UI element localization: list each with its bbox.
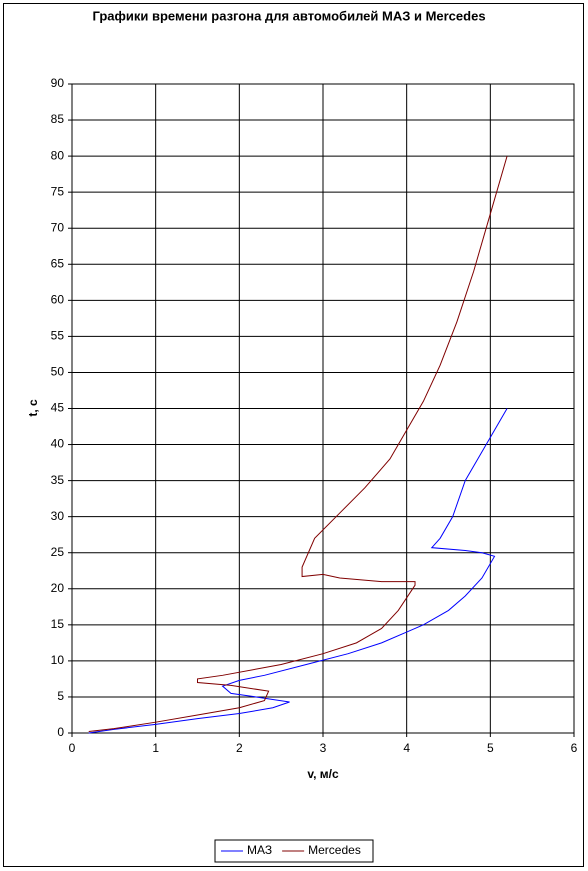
y-axis-label: t, с: [26, 399, 40, 417]
y-tick-label: 40: [51, 437, 65, 451]
y-tick-label: 55: [51, 329, 65, 343]
y-tick-label: 75: [51, 184, 65, 198]
series-line: [88, 155, 508, 733]
y-tick-label: 30: [51, 509, 65, 523]
y-tick-label: 35: [51, 473, 65, 487]
y-tick-label: 50: [51, 365, 65, 379]
y-tick-label: 10: [51, 653, 65, 667]
y-tick-label: 15: [51, 617, 65, 631]
x-tick-label: 0: [69, 741, 76, 755]
series-line: [88, 408, 508, 734]
legend-label: Mercedes: [308, 843, 361, 857]
y-tick-label: 0: [57, 725, 64, 739]
legend-label: МАЗ: [247, 843, 272, 857]
y-tick-label: 25: [51, 545, 65, 559]
y-tick-label: 70: [51, 220, 65, 234]
chart-title: Графики времени разгона для автомобилей …: [92, 8, 485, 23]
y-tick-label: 80: [51, 148, 65, 162]
y-tick-label: 20: [51, 581, 65, 595]
x-tick-label: 2: [236, 741, 243, 755]
x-tick-label: 1: [152, 741, 159, 755]
y-tick-label: 85: [51, 112, 65, 126]
x-tick-label: 5: [487, 741, 494, 755]
x-axis-label: v, м/с: [307, 767, 339, 781]
y-tick-label: 65: [51, 256, 65, 270]
x-tick-label: 4: [403, 741, 410, 755]
x-tick-label: 6: [571, 741, 578, 755]
y-tick-label: 45: [51, 401, 65, 415]
y-tick-label: 90: [51, 76, 65, 90]
x-tick-label: 3: [320, 741, 327, 755]
y-tick-label: 60: [51, 293, 65, 307]
y-tick-label: 5: [57, 689, 64, 703]
